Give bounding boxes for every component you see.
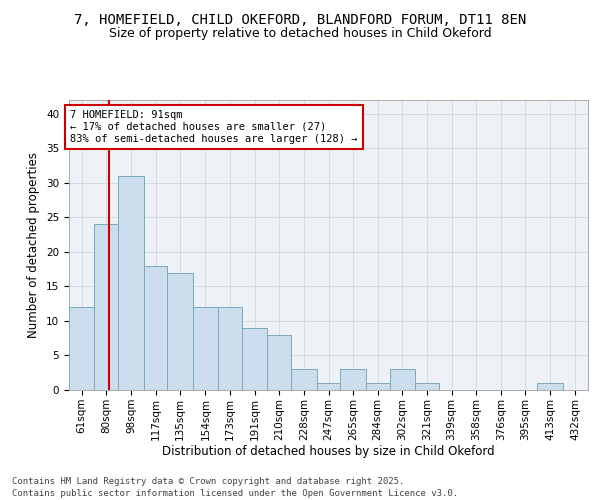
Bar (291, 370, 317, 390)
Bar (317, 383, 340, 390)
Bar (538, 383, 563, 390)
Bar (340, 370, 366, 390)
X-axis label: Distribution of detached houses by size in Child Okeford: Distribution of detached houses by size … (162, 446, 495, 458)
Bar (143, 266, 167, 390)
Bar (242, 328, 267, 390)
Text: Contains HM Land Registry data © Crown copyright and database right 2025.
Contai: Contains HM Land Registry data © Crown c… (12, 476, 458, 498)
Text: 7, HOMEFIELD, CHILD OKEFORD, BLANDFORD FORUM, DT11 8EN: 7, HOMEFIELD, CHILD OKEFORD, BLANDFORD F… (74, 12, 526, 26)
Bar (94, 224, 118, 390)
Bar (390, 370, 415, 390)
Bar (167, 272, 193, 390)
Bar (118, 176, 143, 390)
Bar (415, 383, 439, 390)
Bar (218, 307, 242, 390)
Y-axis label: Number of detached properties: Number of detached properties (28, 152, 40, 338)
Bar (366, 383, 390, 390)
Text: 7 HOMEFIELD: 91sqm
← 17% of detached houses are smaller (27)
83% of semi-detache: 7 HOMEFIELD: 91sqm ← 17% of detached hou… (70, 110, 358, 144)
Bar (193, 307, 218, 390)
Bar (69, 307, 94, 390)
Bar (267, 335, 291, 390)
Text: Size of property relative to detached houses in Child Okeford: Size of property relative to detached ho… (109, 28, 491, 40)
